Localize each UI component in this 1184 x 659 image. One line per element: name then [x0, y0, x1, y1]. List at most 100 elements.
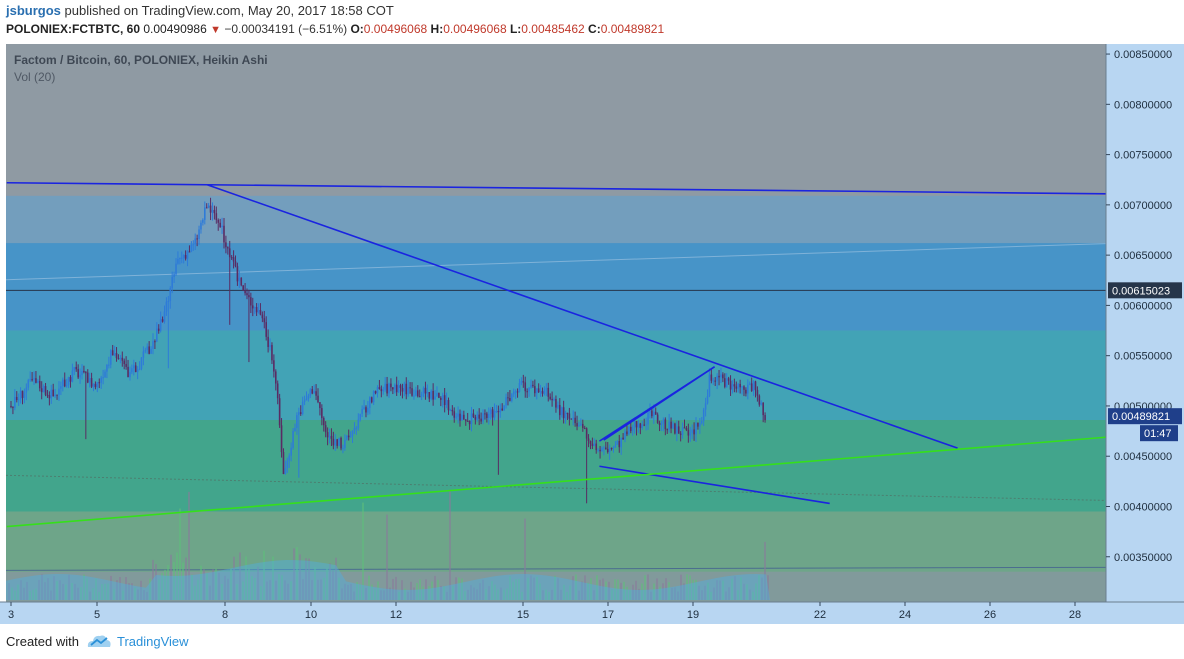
- candle-body: [219, 222, 221, 227]
- volume-bar: [428, 586, 430, 600]
- volume-bar: [440, 585, 442, 600]
- candle-body: [578, 425, 580, 427]
- candle-body: [290, 447, 292, 456]
- candle-body: [376, 387, 379, 394]
- candle-body: [109, 350, 112, 365]
- volume-bar: [617, 579, 619, 600]
- countdown-text: 01:47: [1144, 428, 1172, 440]
- candle-body: [344, 439, 346, 449]
- candle-body: [723, 378, 726, 387]
- volume-bar: [356, 582, 358, 600]
- candle-body: [238, 277, 241, 282]
- candle-body: [451, 409, 454, 412]
- candle-body: [355, 427, 358, 429]
- low-label: L:: [509, 22, 522, 36]
- chart-header: jsburgos published on TradingView.com, M…: [0, 0, 1184, 44]
- price-chart[interactable]: 0.00850000 0.00800000 0.00750000 0.00700000…: [0, 44, 1184, 624]
- volume-bar: [11, 587, 13, 600]
- candle-body: [756, 389, 759, 396]
- candle-body: [194, 238, 197, 245]
- candle-body: [353, 427, 356, 431]
- dotted-line: [5, 474, 1107, 501]
- last-price: 0.00490986: [143, 22, 207, 36]
- tradingview-logo-icon[interactable]: [86, 632, 112, 650]
- candle-body: [716, 375, 718, 382]
- volume-bar: [335, 557, 337, 600]
- volume-bar: [287, 583, 289, 600]
- volume-bar: [752, 591, 754, 600]
- candle-body: [196, 238, 198, 240]
- level-badge-text: 0.00615023: [1112, 285, 1170, 297]
- candle-body: [420, 394, 423, 397]
- volume-bar: [467, 589, 469, 600]
- high-label: H:: [430, 22, 444, 36]
- volume-bar: [362, 502, 364, 600]
- candle-body: [211, 209, 214, 213]
- username[interactable]: jsburgos: [6, 3, 61, 18]
- candle-body: [213, 209, 216, 214]
- volume-bar: [551, 589, 553, 600]
- volume-bar: [155, 564, 157, 600]
- volume-bar: [647, 574, 649, 600]
- volume-bar: [386, 514, 388, 600]
- tradingview-brand[interactable]: TradingView: [117, 634, 189, 649]
- volume-bar: [695, 579, 697, 600]
- volume-bar: [296, 547, 298, 600]
- candle-body: [378, 387, 381, 389]
- volume-bar: [560, 589, 562, 600]
- volume-bar: [491, 581, 493, 600]
- volume-bar: [614, 579, 616, 600]
- level-badge: [1108, 282, 1182, 299]
- candle-body: [113, 353, 116, 356]
- volume-bar: [263, 550, 265, 600]
- candle-body: [296, 415, 298, 428]
- candle-body: [50, 389, 53, 399]
- volume-bar: [368, 575, 370, 600]
- volume-bar: [53, 576, 55, 600]
- volume-bar: [113, 589, 115, 600]
- volume-bar: [710, 591, 712, 600]
- volume-bar: [23, 587, 25, 600]
- volume-bar: [716, 580, 718, 600]
- volume-bar: [734, 576, 736, 600]
- candle-body: [509, 398, 511, 401]
- candle-body: [156, 328, 158, 342]
- candle-body: [242, 285, 244, 291]
- candle-body: [374, 391, 377, 394]
- volume-bar: [320, 579, 322, 600]
- candle-body: [501, 408, 504, 411]
- volume-bar: [329, 563, 331, 600]
- candle-body: [474, 416, 477, 420]
- candle-body: [520, 381, 523, 383]
- volume-bar: [215, 568, 217, 600]
- candle-body: [629, 426, 632, 432]
- candle-body: [79, 374, 81, 378]
- candle-body: [658, 422, 661, 425]
- candle-body: [77, 369, 79, 378]
- chart-area[interactable]: 0.00850000 0.00800000 0.00750000 0.00700000…: [0, 44, 1184, 624]
- candle-body: [587, 438, 590, 441]
- x-tick-label: 3: [8, 609, 14, 621]
- candle-body: [553, 399, 555, 401]
- candle-body: [522, 381, 525, 383]
- volume-bar: [62, 583, 64, 600]
- volume-bar: [338, 577, 340, 600]
- x-tick-label: 15: [517, 609, 529, 621]
- candle-body: [620, 437, 622, 448]
- volume-bar: [608, 581, 610, 600]
- volume-bar: [755, 583, 757, 600]
- candle-body: [603, 447, 605, 449]
- candle-body: [209, 205, 212, 213]
- volume-bar: [302, 579, 304, 600]
- candle-body: [299, 412, 302, 414]
- volume-bar: [326, 568, 328, 600]
- volume-bar: [86, 578, 88, 600]
- volume-bar: [26, 581, 28, 600]
- volume-bar: [587, 582, 589, 600]
- candle-body: [489, 409, 492, 415]
- candle-body: [505, 397, 507, 406]
- volume-bar: [641, 583, 643, 600]
- volume-bar: [89, 591, 91, 600]
- candle-body: [735, 386, 738, 389]
- volume-bar: [380, 590, 382, 600]
